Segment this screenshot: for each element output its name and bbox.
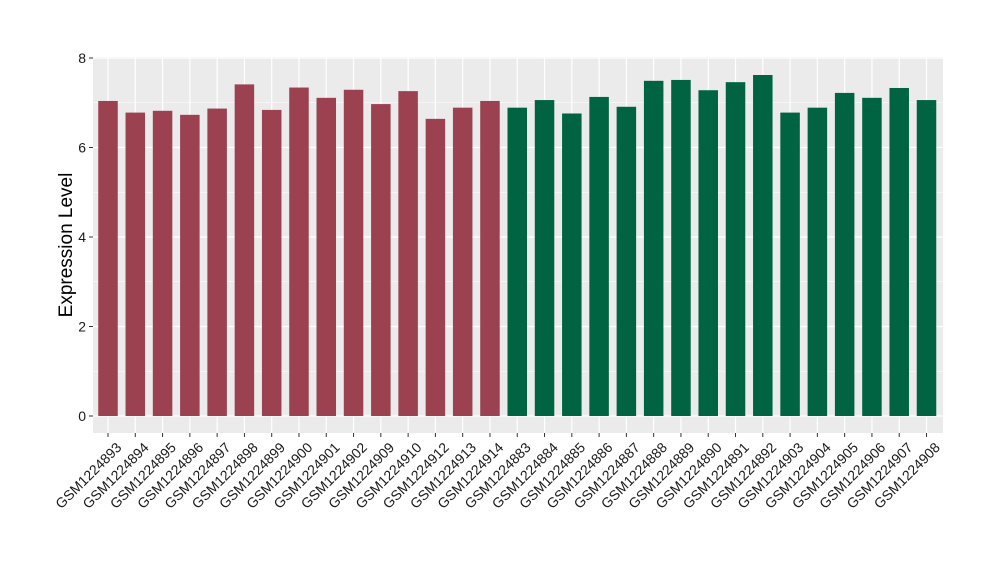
bar-GSM1224893 — [98, 100, 118, 417]
bar-GSM1224906 — [862, 97, 882, 416]
bar-GSM1224899 — [261, 109, 282, 416]
bar-GSM1224900 — [289, 87, 309, 416]
y-tick-label: 8 — [78, 50, 86, 66]
bar-GSM1224891 — [725, 82, 746, 416]
y-axis: 0 2 4 6 8 — [78, 50, 93, 424]
bar-GSM1224904 — [807, 107, 828, 417]
bar-GSM1224894 — [125, 112, 146, 416]
y-tick-label: 4 — [78, 229, 86, 245]
bar-GSM1224898 — [234, 84, 255, 416]
y-tick-label: 6 — [78, 140, 86, 156]
bar-GSM1224897 — [207, 108, 227, 416]
bar-GSM1224885 — [562, 113, 582, 417]
bar-GSM1224913 — [452, 107, 473, 417]
bar-GSM1224888 — [643, 80, 664, 416]
bar-GSM1224901 — [316, 97, 337, 416]
bar-GSM1224905 — [834, 92, 855, 416]
bar-GSM1224889 — [671, 79, 691, 417]
bar-GSM1224902 — [343, 89, 364, 417]
bar-GSM1224908 — [916, 100, 937, 416]
bar-GSM1224909 — [371, 104, 391, 416]
bar-GSM1224887 — [616, 106, 637, 416]
bar-GSM1224903 — [780, 112, 800, 416]
bar-GSM1224895 — [152, 110, 173, 417]
bar-GSM1224883 — [507, 107, 527, 417]
bar-GSM1224907 — [889, 87, 909, 417]
x-axis: GSM1224893GSM1224894GSM1224895GSM1224896… — [52, 433, 943, 512]
bar-GSM1224890 — [698, 90, 718, 416]
bar-GSM1224884 — [534, 100, 555, 416]
y-tick-label: 0 — [78, 408, 86, 424]
bar-GSM1224912 — [425, 118, 446, 417]
bar-GSM1224910 — [398, 91, 418, 417]
bar-GSM1224886 — [589, 96, 609, 417]
bars — [98, 75, 937, 417]
y-axis-title: Expression Level — [56, 173, 77, 318]
bar-GSM1224896 — [180, 114, 200, 417]
y-tick-label: 2 — [78, 319, 86, 335]
bar-GSM1224892 — [753, 75, 773, 416]
bar-GSM1224914 — [480, 100, 500, 417]
